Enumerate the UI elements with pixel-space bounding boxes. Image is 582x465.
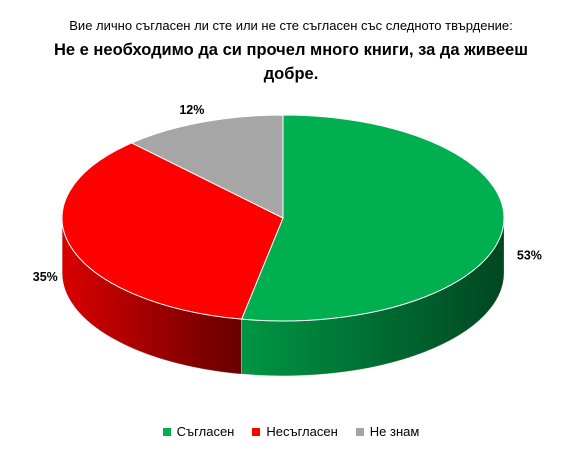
pie-slice — [240, 114, 505, 322]
legend-label: Съгласен — [176, 424, 235, 439]
chart-subtitle: Вие лично съгласен ли сте или не сте съг… — [69, 18, 513, 33]
chart-title: Не е необходимо да си прочел много книги… — [54, 41, 528, 83]
legend: Съгласен Несъгласен Не знам — [0, 424, 582, 439]
legend-item: Съгласен — [162, 424, 235, 439]
legend-swatch — [355, 427, 364, 436]
pie-slice — [130, 114, 284, 219]
data-label: 12% — [179, 103, 204, 117]
pie-side-shade — [62, 218, 242, 375]
legend-item: Несъгласен — [252, 424, 338, 439]
legend-swatch — [162, 427, 171, 436]
data-label: 35% — [33, 270, 58, 284]
pie-side-shade — [241, 218, 504, 376]
legend-label: Не знам — [369, 424, 420, 439]
pie-slice — [61, 142, 284, 320]
legend-swatch — [252, 427, 261, 436]
data-label: 53% — [517, 249, 542, 263]
legend-item: Не знам — [355, 424, 420, 439]
legend-label: Несъгласен — [266, 424, 338, 439]
